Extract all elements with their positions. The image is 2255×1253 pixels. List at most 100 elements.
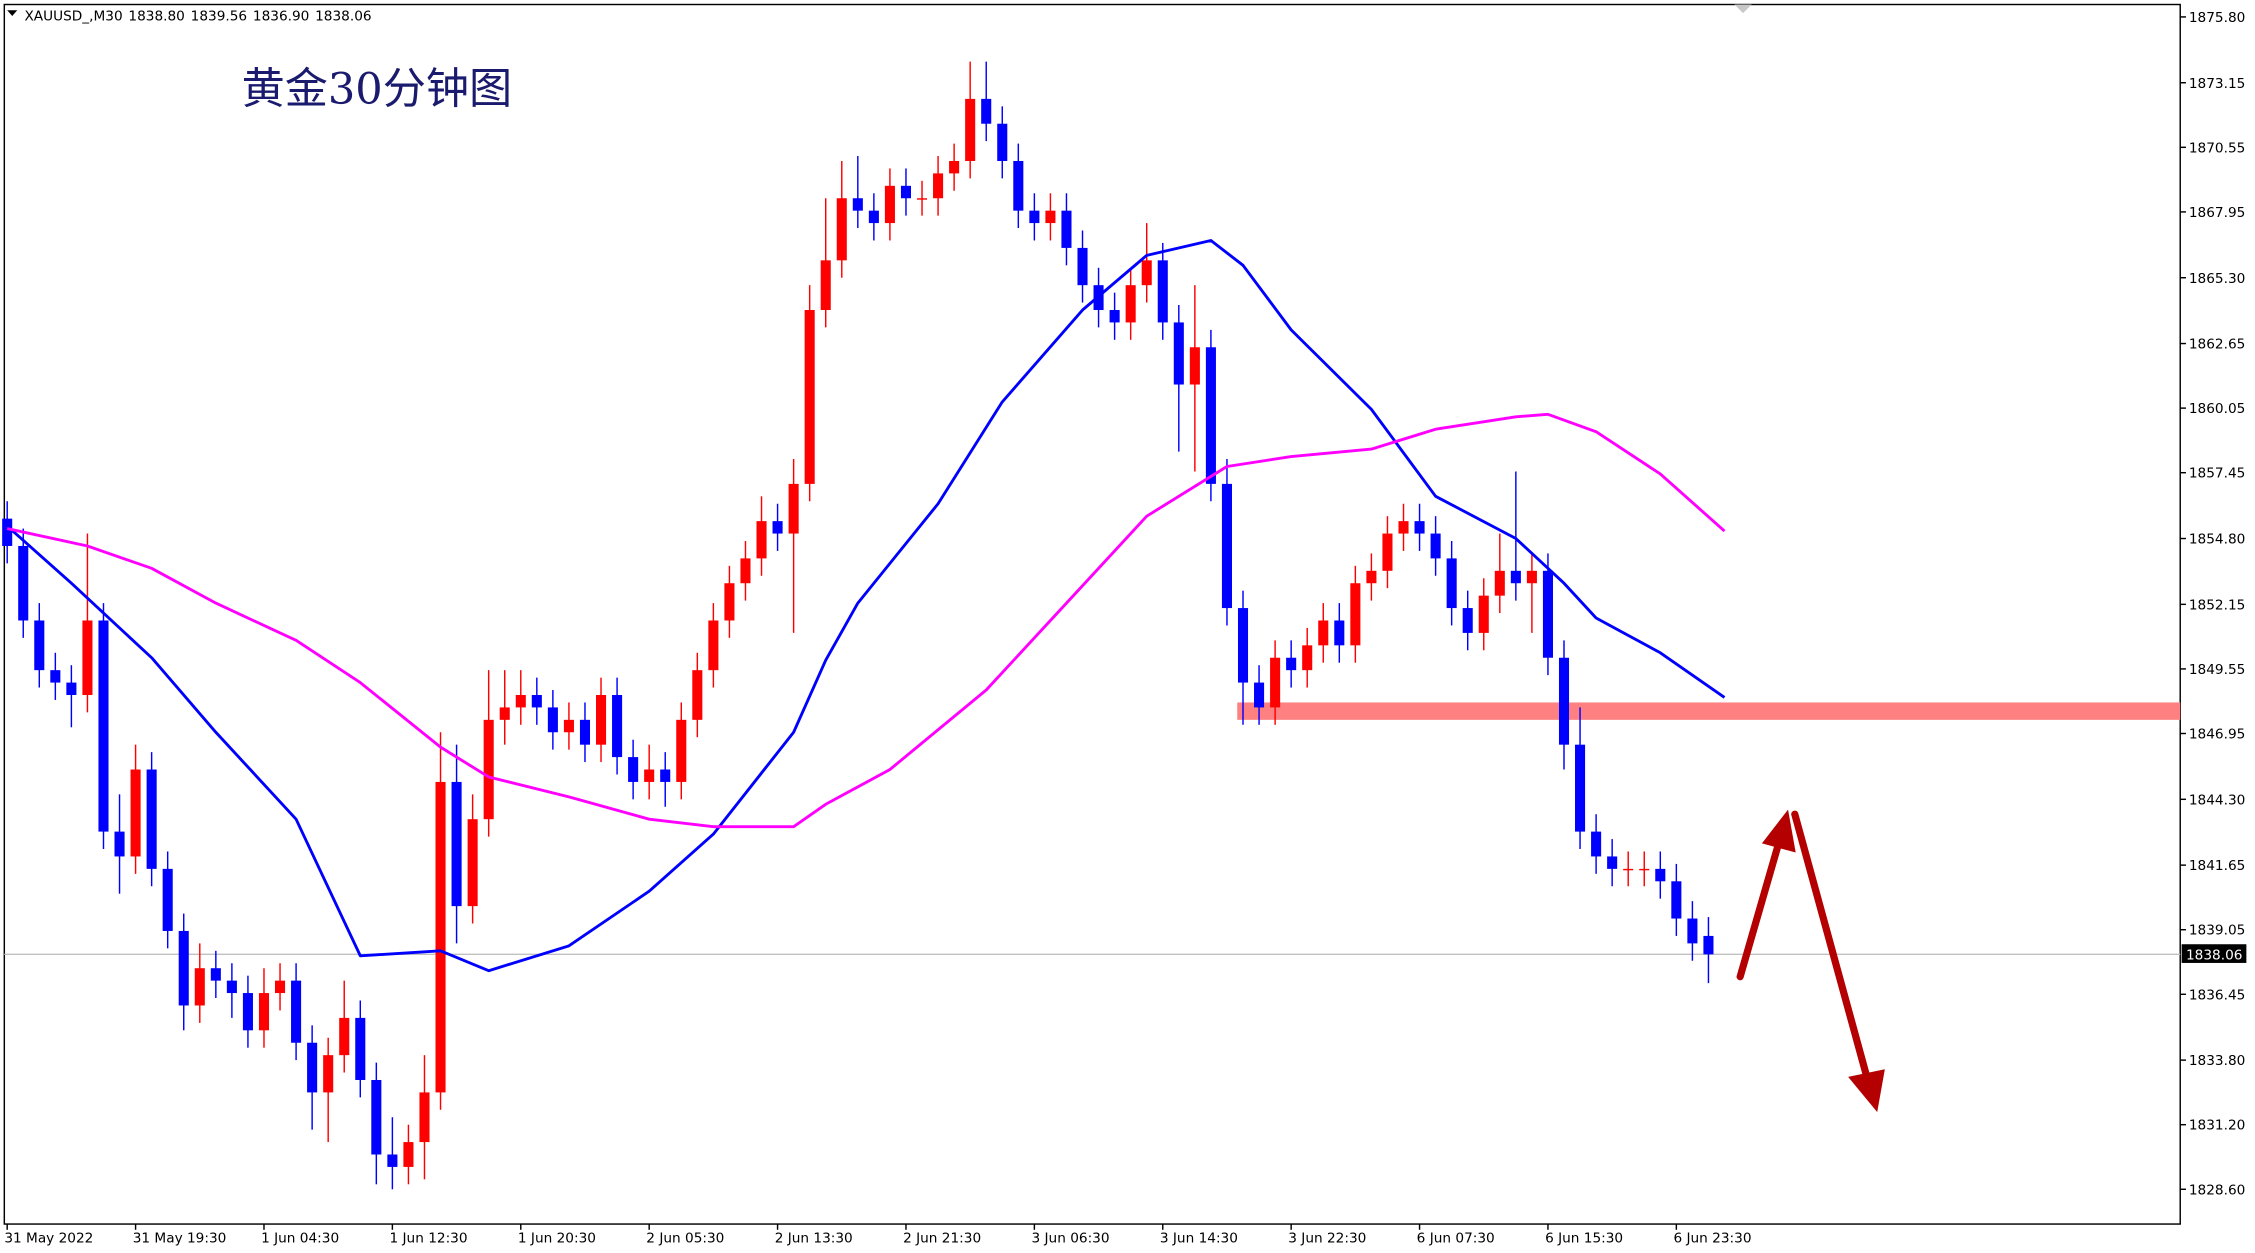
x-tick-label: 1 Jun 04:30 xyxy=(261,1231,339,1247)
candle-body xyxy=(515,694,526,708)
candle-body xyxy=(740,558,751,584)
y-tick-label: 1854.80 xyxy=(2189,532,2245,548)
header-price: 1838.80 xyxy=(128,8,184,24)
candle-body xyxy=(644,769,655,782)
candle-body xyxy=(836,198,847,261)
x-tick-label: 2 Jun 05:30 xyxy=(646,1231,724,1247)
candle-body xyxy=(1221,483,1232,609)
x-tick-label: 31 May 19:30 xyxy=(133,1231,227,1247)
candle-body xyxy=(275,980,286,994)
candle-body xyxy=(1045,210,1056,224)
y-tick-label: 1828.60 xyxy=(2189,1182,2245,1198)
candle-body xyxy=(435,781,446,1093)
candle-body xyxy=(1382,533,1393,571)
x-tick-label: 6 Jun 07:30 xyxy=(1417,1231,1495,1247)
candle-body xyxy=(66,682,77,695)
candle-body xyxy=(1302,645,1313,671)
candle-body xyxy=(916,198,928,200)
candle-body xyxy=(933,173,944,199)
y-tick-label: 1865.30 xyxy=(2189,271,2245,287)
plot-layer xyxy=(2,61,2181,1190)
candle-body xyxy=(146,769,157,869)
candle-body xyxy=(660,769,671,782)
y-tick-label: 1839.05 xyxy=(2189,923,2245,939)
x-tick-label: 3 Jun 22:30 xyxy=(1288,1231,1366,1247)
y-tick-label: 1862.65 xyxy=(2189,337,2245,353)
candle-body xyxy=(1671,881,1682,919)
candle-body xyxy=(339,1017,350,1056)
candle-body xyxy=(1334,620,1345,646)
candle-body xyxy=(868,210,879,224)
candle-body xyxy=(612,694,623,758)
candle-body xyxy=(1029,210,1040,224)
candle-body xyxy=(34,620,45,671)
candle-body xyxy=(1061,210,1072,248)
y-tick-label: 1852.15 xyxy=(2189,597,2245,613)
y-tick-label: 1841.65 xyxy=(2189,858,2245,874)
candle-body xyxy=(1350,583,1361,646)
candle-body xyxy=(1205,347,1216,484)
annotation: 黄金30分钟图 xyxy=(242,65,513,115)
candle-body xyxy=(210,968,221,981)
candle-body xyxy=(1607,856,1618,869)
candle-body xyxy=(531,694,542,708)
candle-body xyxy=(900,185,912,199)
y-tick-label: 1849.55 xyxy=(2189,662,2245,678)
candle-body xyxy=(403,1142,414,1167)
y-tick-label: 1860.05 xyxy=(2189,401,2245,417)
candle-body xyxy=(1254,682,1265,708)
candle-body xyxy=(772,521,783,534)
candle-body xyxy=(258,993,270,1031)
candle-body xyxy=(1237,608,1249,683)
candle-body xyxy=(884,185,895,224)
candle-body xyxy=(1703,935,1714,955)
candle-body xyxy=(1558,657,1570,745)
x-tick-label: 6 Jun 23:30 xyxy=(1673,1231,1751,1247)
candle-body xyxy=(1639,868,1650,871)
candle-body xyxy=(1270,657,1281,708)
candle-body xyxy=(1366,570,1377,584)
candle-body xyxy=(949,160,960,174)
candle-body xyxy=(1623,868,1634,871)
candle-body xyxy=(371,1079,382,1155)
moving-average xyxy=(6,239,1726,973)
symbol: XAUUSD_,M30 xyxy=(24,8,122,24)
candle-body xyxy=(467,819,478,907)
candle-body xyxy=(547,707,558,733)
candle-body xyxy=(1575,744,1586,832)
y-tick-label: 1867.95 xyxy=(2189,205,2245,221)
candle-body xyxy=(307,1042,318,1093)
x-tick-label: 1 Jun 12:30 xyxy=(390,1231,468,1247)
candle-body xyxy=(242,993,253,1031)
y-tick-label: 1873.15 xyxy=(2189,76,2245,92)
candle-body xyxy=(1687,918,1698,944)
candle-body xyxy=(499,707,510,720)
candle-body xyxy=(178,930,189,1006)
candle-body xyxy=(820,260,831,311)
header-price: 1838.06 xyxy=(315,8,371,24)
candle-body xyxy=(563,719,574,733)
candle-body xyxy=(1173,322,1184,385)
candle-body xyxy=(226,980,237,994)
candle-body xyxy=(451,781,462,907)
arrow-up xyxy=(1736,809,1796,981)
candle-body xyxy=(1013,160,1024,211)
resistance-zone xyxy=(1237,702,2181,720)
candle-body xyxy=(323,1055,334,1093)
candle-body xyxy=(1157,260,1168,323)
candle-body xyxy=(355,1017,366,1080)
candle-body xyxy=(98,620,109,832)
candle-body xyxy=(483,719,494,820)
candle-body xyxy=(1077,247,1088,286)
candle-body xyxy=(724,583,735,621)
y-tick-label: 1846.95 xyxy=(2189,727,2245,743)
moving-average xyxy=(6,412,1726,829)
candle-body xyxy=(114,831,125,857)
candle-body xyxy=(1591,831,1602,857)
last-price-label: 1838.06 xyxy=(2186,947,2242,963)
candle-body xyxy=(291,980,302,1043)
candle-body xyxy=(419,1092,430,1143)
header-price: 1839.56 xyxy=(191,8,247,24)
